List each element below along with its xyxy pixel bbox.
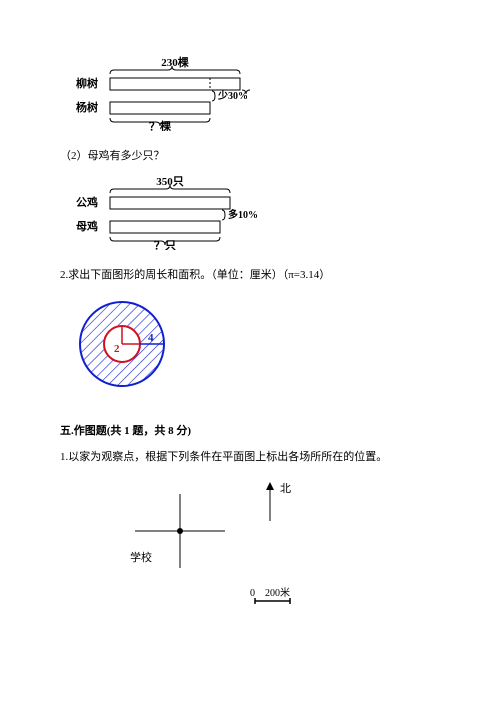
annulus-svg: 2 4	[70, 294, 180, 394]
q2-text: 2.求出下面图形的周长和面积。（单位：厘米）（π=3.14）	[60, 266, 440, 282]
side-label-duo10: 多10%	[228, 208, 258, 221]
scale-zero: 0	[250, 588, 255, 599]
map-svg: 北 学校 0 200米	[100, 476, 330, 616]
map-diagram: 北 学校 0 200米	[100, 476, 440, 616]
row1-label-liushu: 柳树	[76, 76, 98, 90]
inner-radius-label: 2	[114, 343, 120, 355]
row1-label-gongji: 公鸡	[76, 195, 98, 209]
tree-bar-diagram: 230棵 柳树 少30% 杨树 ？棵	[70, 56, 440, 131]
chicken-bar-diagram: 350只 公鸡 多10% 母鸡 ？只	[70, 175, 440, 250]
tree-bar-svg: 230棵 柳树 少30% 杨树 ？棵	[70, 56, 260, 131]
bottom-value-unknown-trees: ？棵	[149, 119, 171, 131]
side-label-shao30: 少30%	[217, 89, 248, 102]
chicken-bar-svg: 350只 公鸡 多10% 母鸡 ？只	[70, 175, 270, 250]
outer-radius-label: 4	[148, 332, 154, 344]
north-label: 北	[280, 482, 291, 495]
section-5-title: 五.作图题(共 1 题，共 8 分)	[60, 422, 440, 438]
q5-1-text: 1.以家为观察点，根据下列条件在平面图上标出各场所所在的位置。	[60, 448, 440, 464]
school-label: 学校	[130, 550, 152, 564]
bottom-value-unknown-chickens: ？只	[154, 239, 176, 250]
annulus-diagram: 2 4	[70, 294, 440, 394]
row2-label-muji: 母鸡	[76, 219, 98, 233]
scale-label: 200米	[265, 586, 290, 599]
top-value-230: 230棵	[161, 56, 189, 69]
q1-sub2-text: （2）母鸡有多少只？	[60, 147, 440, 163]
row2-label-yangshu: 杨树	[76, 100, 98, 114]
